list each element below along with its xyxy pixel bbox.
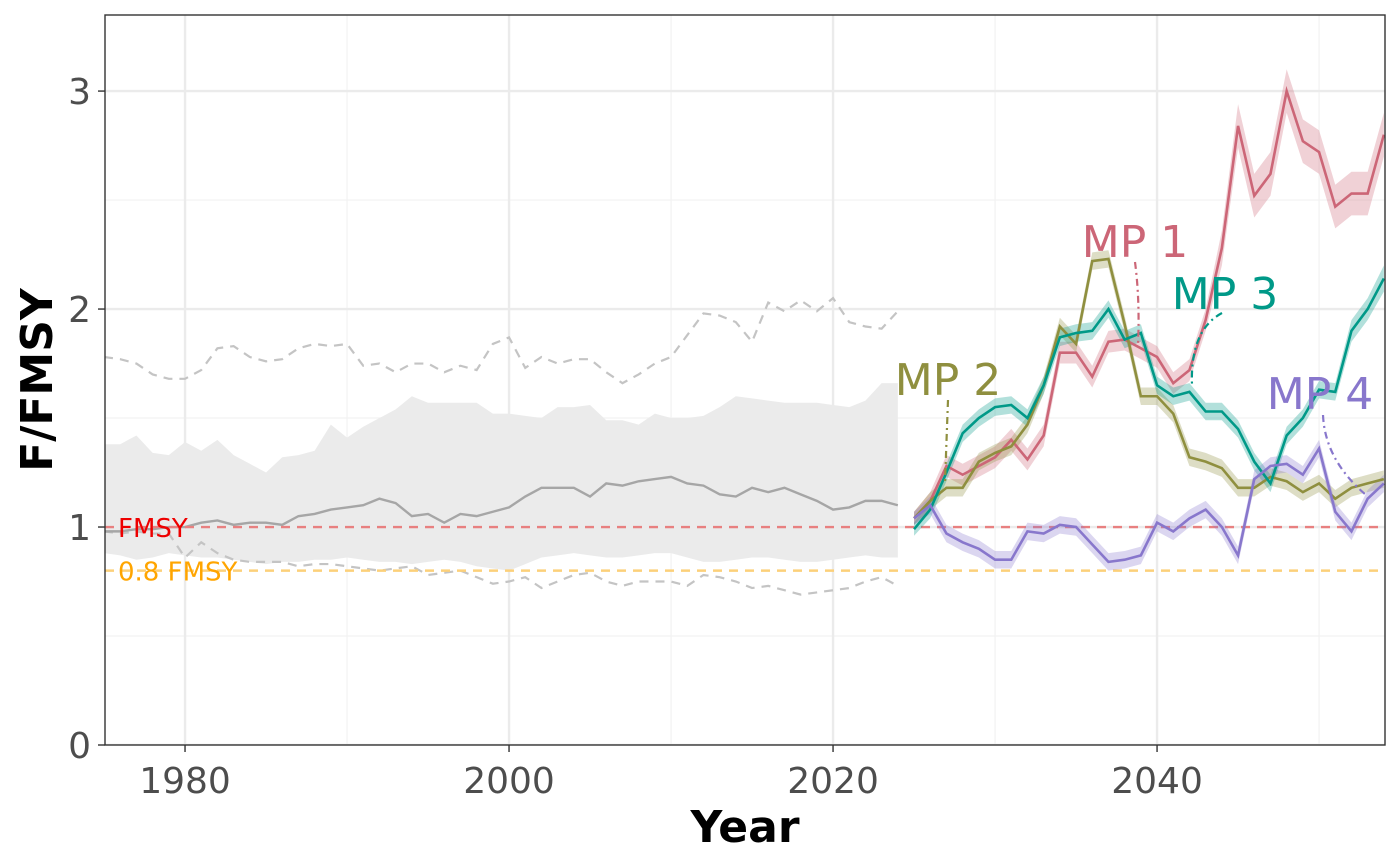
historical-interval-line (105, 530, 899, 596)
x-tick-label: 2000 (463, 761, 555, 802)
reference-label: FMSY (118, 514, 188, 544)
series-label: MP 3 (1172, 269, 1278, 320)
projection-band (914, 69, 1384, 525)
historical-band (105, 383, 898, 571)
historical-interval-line (105, 296, 899, 385)
projection-line (913, 277, 1385, 531)
y-tick-label: 0 (68, 726, 91, 767)
series-label: MP 1 (1082, 217, 1188, 268)
plot: FMSY 0.8 FMSY (105, 15, 1385, 745)
projection-band (914, 250, 1384, 525)
historical-median-line (105, 475, 899, 533)
y-axis-title: F/FMSY (12, 287, 63, 472)
x-tick-label: 2040 (1111, 761, 1203, 802)
projection-band (914, 265, 1384, 536)
projection-line (913, 445, 1385, 564)
projection-band (914, 439, 1384, 571)
projection-line (913, 85, 1385, 520)
series-label: MP 2 (895, 355, 1001, 406)
plot-border (104, 14, 1386, 746)
label-leader (1190, 312, 1223, 386)
x-tick-label: 2020 (787, 761, 879, 802)
projection-line (913, 257, 1385, 520)
y-tick-label: 2 (68, 290, 91, 331)
label-leader (943, 399, 950, 483)
label-leader (1133, 261, 1140, 346)
series-label: MP 4 (1267, 369, 1373, 420)
y-tick-label: 3 (68, 72, 91, 113)
x-tick-label: 1980 (139, 761, 231, 802)
y-tick-label: 1 (68, 508, 91, 549)
reference-label: 0.8 FMSY (118, 558, 238, 588)
x-axis-title: Year (689, 802, 799, 853)
